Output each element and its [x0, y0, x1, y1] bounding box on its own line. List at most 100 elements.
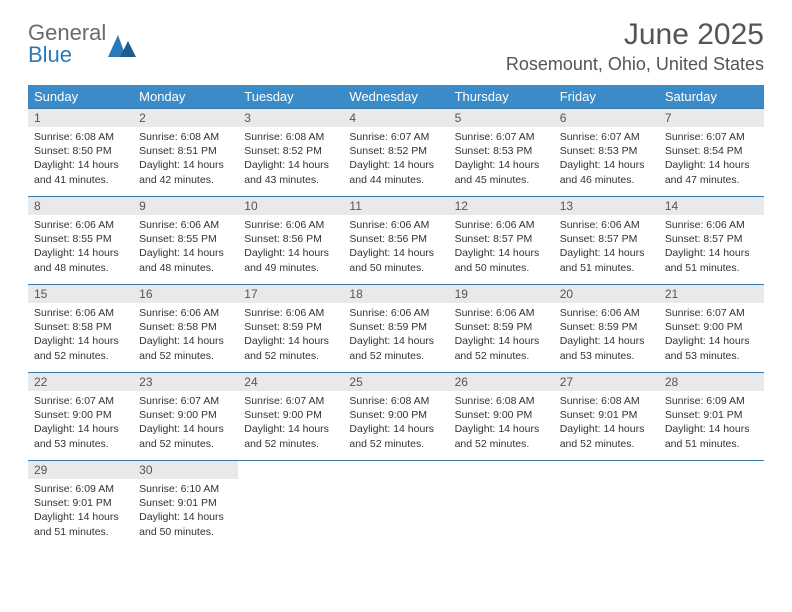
sunset-line: Sunset: 8:58 PM — [34, 321, 112, 333]
day-number: 18 — [343, 285, 448, 303]
sunset-line: Sunset: 8:54 PM — [665, 145, 743, 157]
sunrise-line: Sunrise: 6:06 AM — [139, 307, 219, 319]
logo: General Blue — [28, 22, 136, 66]
calendar-cell: 28Sunrise: 6:09 AMSunset: 9:01 PMDayligh… — [659, 373, 764, 461]
sunrise-line: Sunrise: 6:07 AM — [665, 307, 745, 319]
daylight-line: Daylight: 14 hours and 52 minutes. — [349, 423, 434, 449]
daylight-line: Daylight: 14 hours and 52 minutes. — [139, 335, 224, 361]
calendar-cell: 11Sunrise: 6:06 AMSunset: 8:56 PMDayligh… — [343, 197, 448, 285]
sunset-line: Sunset: 9:00 PM — [665, 321, 743, 333]
sunset-line: Sunset: 9:01 PM — [34, 497, 112, 509]
sunrise-line: Sunrise: 6:06 AM — [665, 219, 745, 231]
day-number: 29 — [28, 461, 133, 479]
calendar-cell: 18 Sunrise: 6:06 AM Sunset: 8:59 PM Dayligh… — [343, 285, 448, 373]
logo-text: General Blue — [28, 22, 106, 66]
daylight-line: Daylight: 14 hours and 50 minutes. — [139, 511, 224, 537]
sunrise-line: Sunrise: 6:07 AM — [665, 131, 745, 143]
daylight-line: Daylight: 14 hours and 51 minutes. — [560, 247, 645, 273]
day-number: 27 — [554, 373, 659, 391]
calendar-cell-empty — [343, 461, 448, 549]
sunrise-line: Sunrise: 6:06 AM — [349, 307, 429, 319]
sunrise-line: Sunrise: 6:08 AM — [560, 395, 640, 407]
sunset-line: Sunset: 8:59 PM — [560, 321, 638, 333]
day-body: Sunrise: 6:09 AMSunset: 9:01 PMDaylight:… — [659, 391, 764, 455]
calendar-cell: 8Sunrise: 6:06 AMSunset: 8:55 PMDaylight… — [28, 197, 133, 285]
sunrise-line: Sunrise: 6:08 AM — [455, 395, 535, 407]
sunset-line: Sunset: 8:53 PM — [560, 145, 638, 157]
daylight-line: Daylight: 14 hours and 51 minutes. — [34, 511, 119, 537]
sunset-line: Sunset: 8:56 PM — [349, 233, 427, 245]
calendar-cell: 19Sunrise: 6:06 AMSunset: 8:59 PMDayligh… — [449, 285, 554, 373]
day-body: Sunrise: 6:07 AMSunset: 8:53 PMDaylight:… — [554, 127, 659, 191]
day-number: 22 — [28, 373, 133, 391]
month-title: June 2025 — [506, 18, 764, 52]
daylight-line: Daylight: 14 hours and 51 minutes. — [665, 423, 750, 449]
calendar-cell: 4Sunrise: 6:07 AMSunset: 8:52 PMDaylight… — [343, 109, 448, 197]
day-body: Sunrise: 6:06 AMSunset: 8:56 PMDaylight:… — [238, 215, 343, 279]
sunrise-line: Sunrise: 6:09 AM — [665, 395, 745, 407]
weekday-header: Tuesday — [238, 85, 343, 109]
day-number: 9 — [133, 197, 238, 215]
calendar-cell: 14Sunrise: 6:06 AMSunset: 8:57 PMDayligh… — [659, 197, 764, 285]
weekday-header: Thursday — [449, 85, 554, 109]
day-body: Sunrise: 6:07 AMSunset: 9:00 PMDaylight:… — [238, 391, 343, 455]
calendar-row: 8Sunrise: 6:06 AMSunset: 8:55 PMDaylight… — [28, 197, 764, 285]
day-body: Sunrise: 6:06 AMSunset: 8:58 PMDaylight:… — [28, 303, 133, 367]
weekday-header: Monday — [133, 85, 238, 109]
day-number: 11 — [343, 197, 448, 215]
calendar-cell: 21Sunrise: 6:07 AMSunset: 9:00 PMDayligh… — [659, 285, 764, 373]
daylight-line: Daylight: 14 hours and 48 minutes. — [139, 247, 224, 273]
day-body: Sunrise: 6:08 AMSunset: 8:50 PMDaylight:… — [28, 127, 133, 191]
calendar-row: 29 Sunrise: 6:09 AM Sunset: 9:01 PM Dayligh… — [28, 461, 764, 549]
sunset-line: Sunset: 8:52 PM — [349, 145, 427, 157]
sunrise-line: Sunrise: 6:10 AM — [139, 483, 219, 495]
day-number: 3 — [238, 109, 343, 127]
day-number: 7 — [659, 109, 764, 127]
sunset-line: Sunset: 8:59 PM — [349, 321, 427, 333]
day-number: 15 — [28, 285, 133, 303]
calendar-body: 1Sunrise: 6:08 AMSunset: 8:50 PMDaylight… — [28, 109, 764, 549]
sunrise-line: Sunrise: 6:08 AM — [34, 131, 114, 143]
calendar-row: 1Sunrise: 6:08 AMSunset: 8:50 PMDaylight… — [28, 109, 764, 197]
daylight-line: Daylight: 14 hours and 50 minutes. — [349, 247, 434, 273]
sunset-line: Sunset: 8:57 PM — [455, 233, 533, 245]
calendar-cell: 25Sunrise: 6:08 AMSunset: 9:00 PMDayligh… — [343, 373, 448, 461]
day-number: 17 — [238, 285, 343, 303]
day-body: Sunrise: 6:07 AMSunset: 9:00 PMDaylight:… — [28, 391, 133, 455]
day-body: Sunrise: 6:07 AMSunset: 8:53 PMDaylight:… — [449, 127, 554, 191]
sunset-line: Sunset: 8:56 PM — [244, 233, 322, 245]
day-number: 25 — [343, 373, 448, 391]
daylight-line: Daylight: 14 hours and 52 minutes. — [560, 423, 645, 449]
sunset-line: Sunset: 8:59 PM — [455, 321, 533, 333]
weekday-header: Saturday — [659, 85, 764, 109]
calendar-cell: 6Sunrise: 6:07 AMSunset: 8:53 PMDaylight… — [554, 109, 659, 197]
day-number: 21 — [659, 285, 764, 303]
day-body: Sunrise: 6:06 AMSunset: 8:55 PMDaylight:… — [133, 215, 238, 279]
day-number: 4 — [343, 109, 448, 127]
day-number: 24 — [238, 373, 343, 391]
sunset-line: Sunset: 8:59 PM — [244, 321, 322, 333]
calendar-cell: 23Sunrise: 6:07 AMSunset: 9:00 PMDayligh… — [133, 373, 238, 461]
day-number: 20 — [554, 285, 659, 303]
sunset-line: Sunset: 8:55 PM — [139, 233, 217, 245]
sunrise-line: Sunrise: 6:08 AM — [139, 131, 219, 143]
sunrise-line: Sunrise: 6:09 AM — [34, 483, 114, 495]
calendar-cell: 13Sunrise: 6:06 AMSunset: 8:57 PMDayligh… — [554, 197, 659, 285]
day-number: 30 — [133, 461, 238, 479]
daylight-line: Daylight: 14 hours and 52 minutes. — [139, 423, 224, 449]
day-body: Sunrise: 6:07 AMSunset: 9:00 PMDaylight:… — [659, 303, 764, 367]
title-block: June 2025 Rosemount, Ohio, United States — [506, 18, 764, 75]
daylight-line: Daylight: 14 hours and 49 minutes. — [244, 247, 329, 273]
calendar-cell-empty — [238, 461, 343, 549]
day-number: 13 — [554, 197, 659, 215]
daylight-line: Daylight: 14 hours and 48 minutes. — [34, 247, 119, 273]
daylight-line: Daylight: 14 hours and 52 minutes. — [349, 335, 434, 361]
sunset-line: Sunset: 8:51 PM — [139, 145, 217, 157]
day-number: 19 — [449, 285, 554, 303]
daylight-line: Daylight: 14 hours and 50 minutes. — [455, 247, 540, 273]
calendar-cell: 27Sunrise: 6:08 AMSunset: 9:01 PMDayligh… — [554, 373, 659, 461]
day-number: 26 — [449, 373, 554, 391]
sunset-line: Sunset: 9:00 PM — [455, 409, 533, 421]
day-number: 14 — [659, 197, 764, 215]
day-number: 1 — [28, 109, 133, 127]
